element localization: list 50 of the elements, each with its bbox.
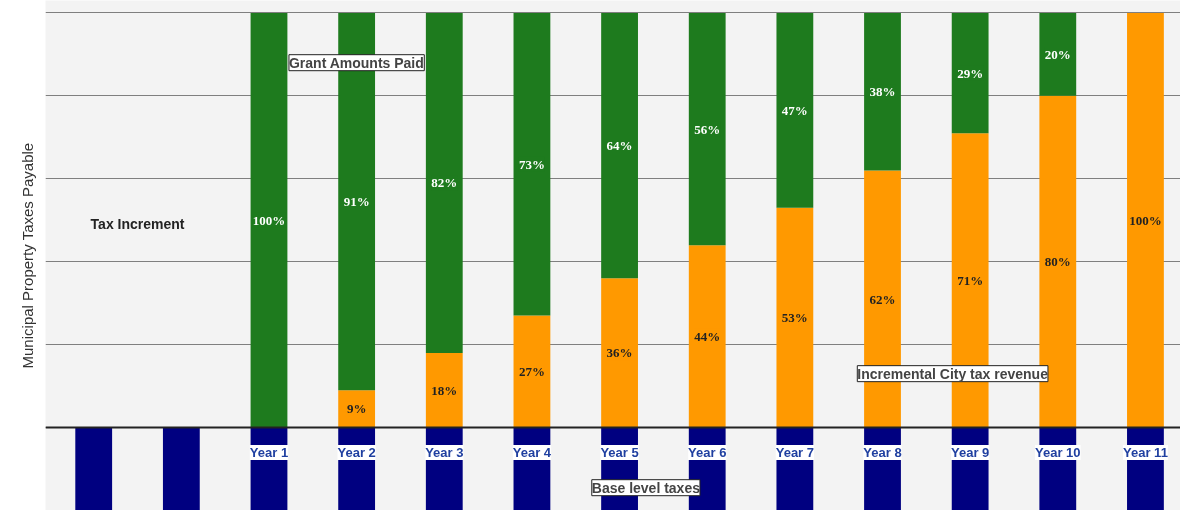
bar (601, 12, 638, 279)
x-tick-label: Year 2 (337, 444, 376, 460)
data-label: 100% (1129, 212, 1162, 228)
data-label: 56% (694, 121, 721, 137)
x-tick-label: Year 9 (951, 444, 990, 460)
bar (864, 12, 901, 171)
data-label: 80% (1044, 254, 1071, 270)
x-tick-label: Year 7 (775, 444, 815, 460)
data-label: 53% (781, 310, 808, 326)
bar (951, 12, 989, 134)
bar (688, 12, 726, 246)
x-tick-label: Year 5 (600, 444, 639, 460)
data-label: 20% (1044, 46, 1071, 62)
data-label: 71% (957, 272, 984, 288)
data-label: 29% (957, 65, 984, 81)
data-label: 18% (431, 382, 458, 398)
bar (1039, 12, 1077, 96)
x-tick-label: Year 8 (863, 444, 902, 460)
data-label: 64% (606, 138, 633, 154)
bar (75, 427, 113, 510)
bar (162, 427, 200, 510)
x-tick-label: Year 11 (1123, 444, 1168, 460)
bar (513, 315, 551, 428)
data-label: 62% (869, 291, 896, 307)
data-label: 73% (518, 156, 545, 172)
bar (601, 278, 638, 428)
bar (513, 12, 551, 316)
series-label: Grant Amounts Paid (288, 54, 424, 71)
data-label: 100% (252, 212, 286, 228)
data-label: 9% (346, 401, 367, 417)
y-axis-title: Municipal Property Taxes Payable (18, 142, 36, 369)
bar (250, 12, 288, 428)
x-tick-label: Year 10 (1035, 444, 1081, 460)
x-tick-label: Year 3 (425, 444, 464, 460)
x-tick-label: Year 1 (249, 444, 289, 460)
bar (776, 207, 814, 428)
data-label: 47% (781, 102, 808, 118)
x-tick-label: Year 6 (688, 444, 727, 460)
data-label: 36% (606, 345, 633, 361)
bar (776, 12, 814, 208)
data-label: 82% (431, 175, 458, 191)
data-label: 38% (869, 84, 896, 100)
data-label: 91% (343, 194, 370, 210)
annotation: Tax Increment (90, 216, 185, 233)
x-tick-label: Year 4 (512, 444, 552, 460)
data-label: 27% (518, 364, 545, 380)
data-label: 44% (694, 328, 721, 344)
bar (688, 245, 726, 428)
bar (425, 12, 463, 353)
bar (1127, 12, 1164, 428)
